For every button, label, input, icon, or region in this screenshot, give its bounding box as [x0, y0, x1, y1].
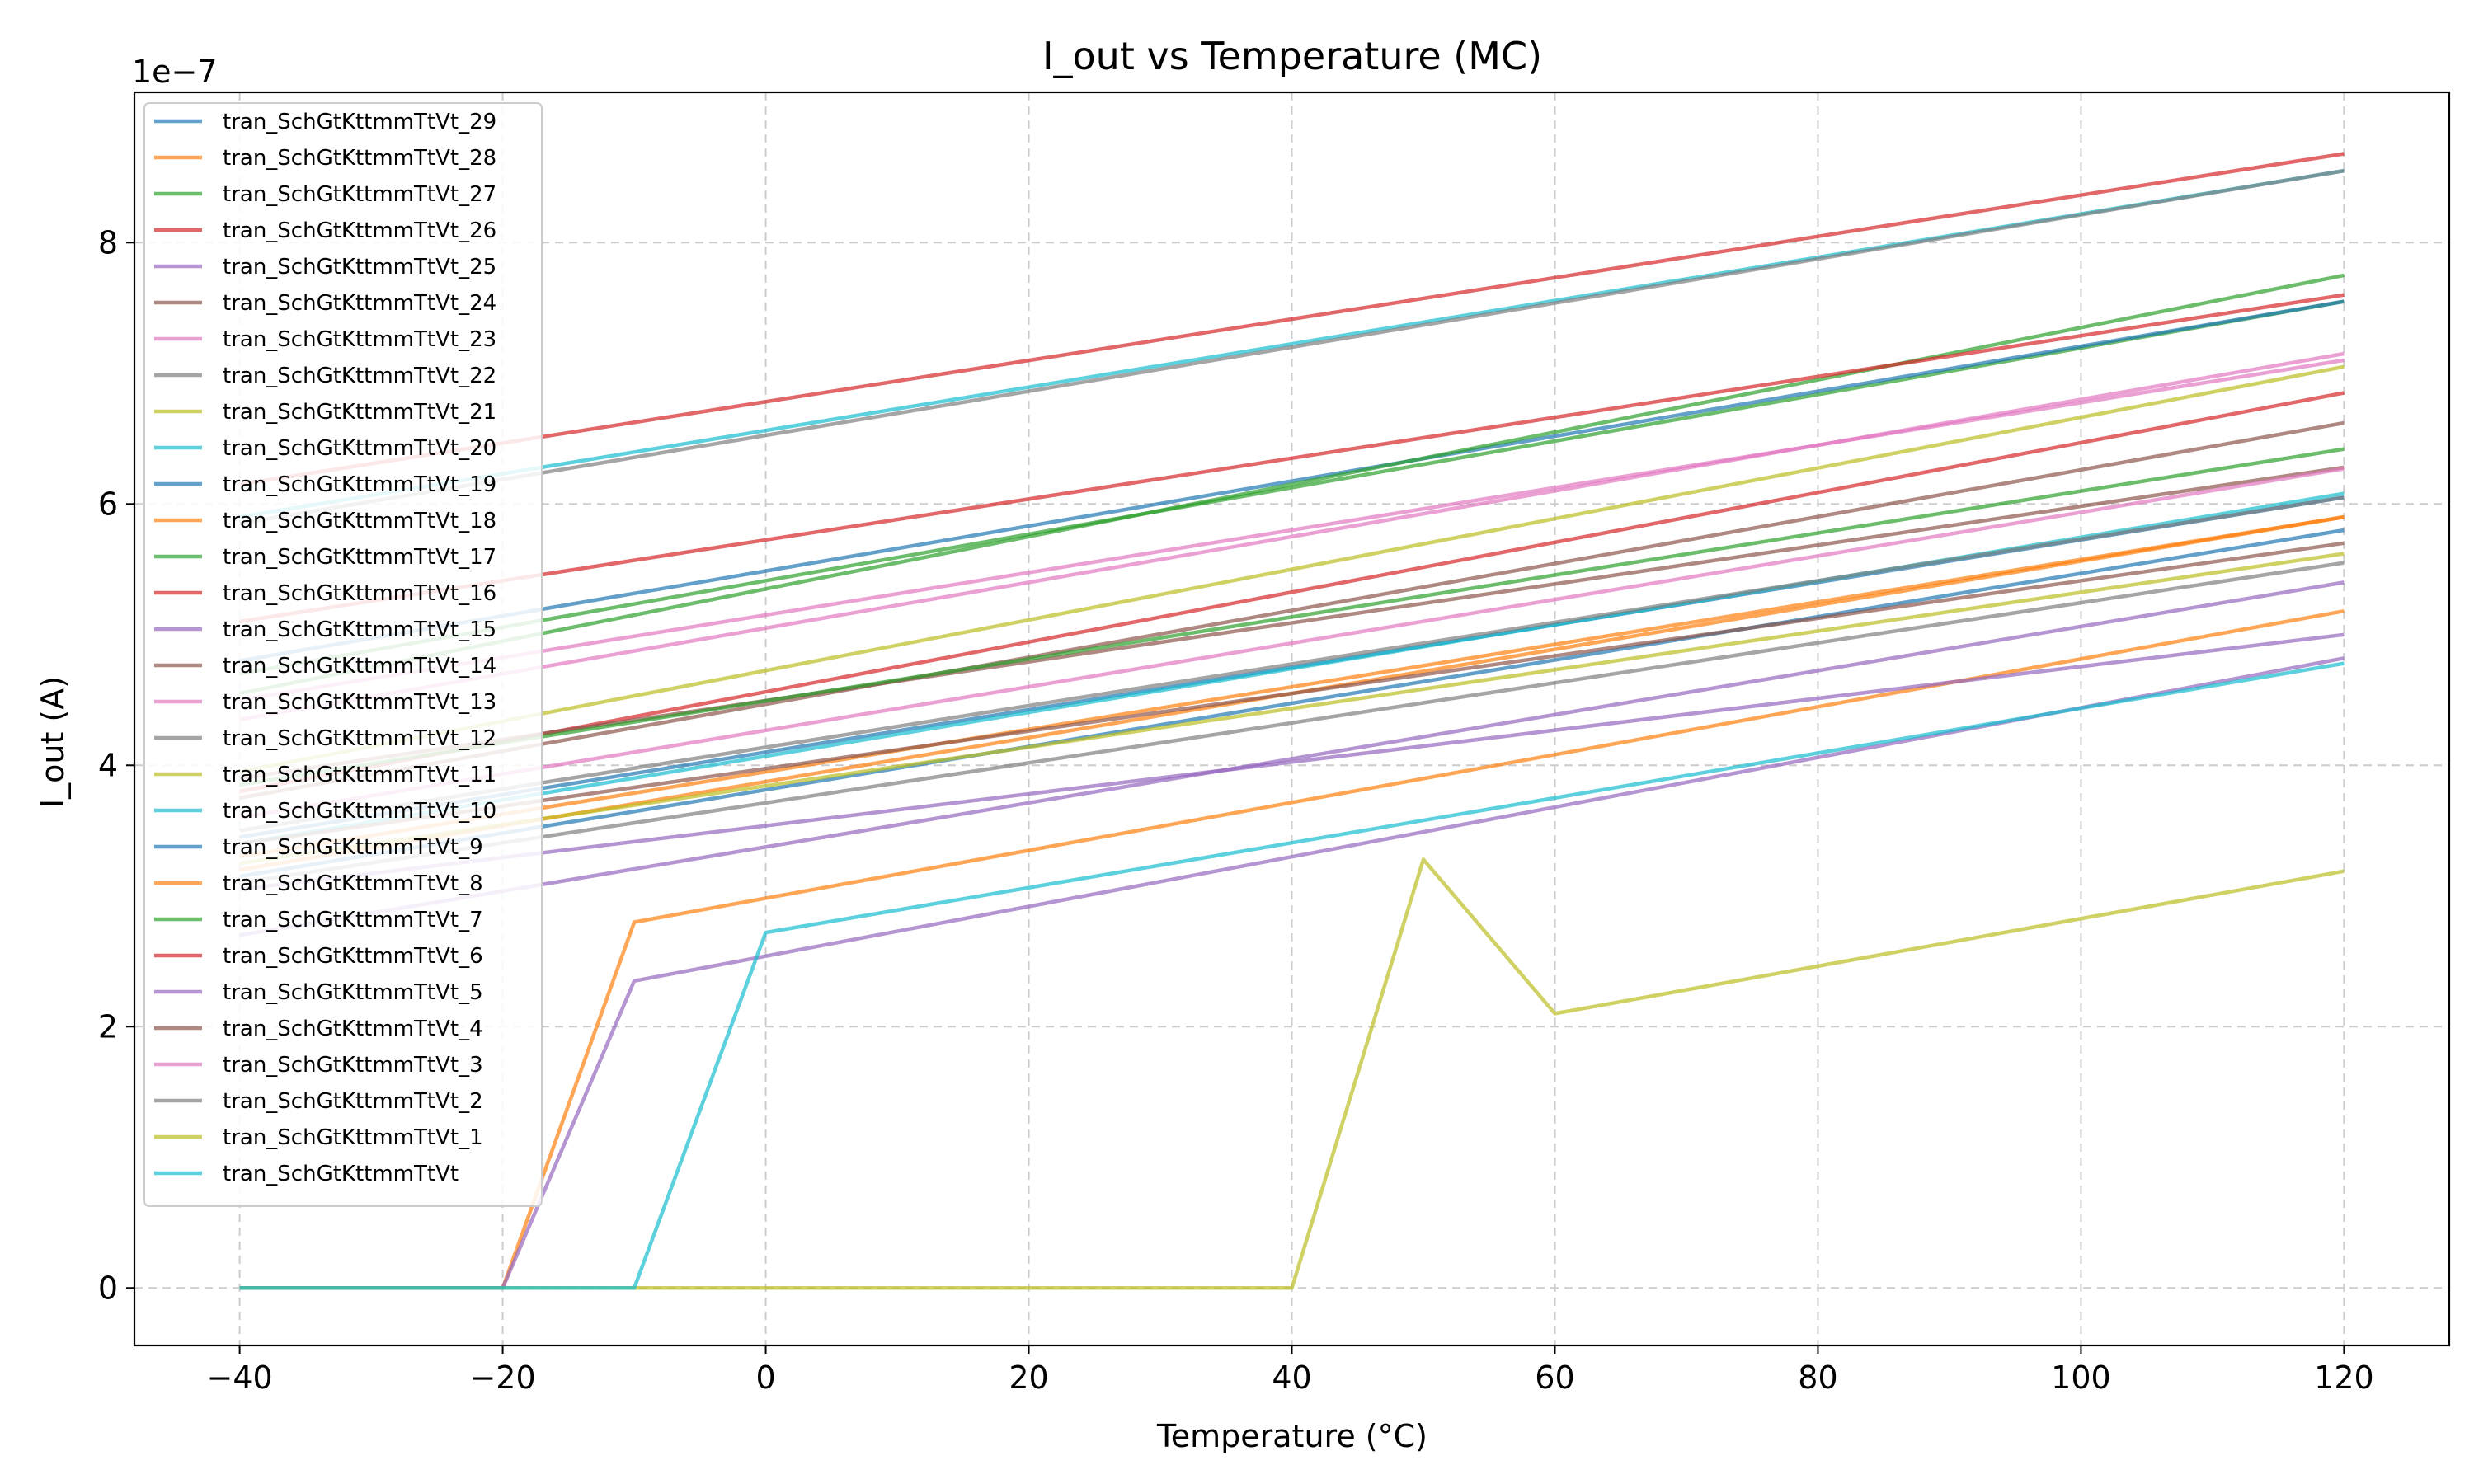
x-tick-label: 120 [2314, 1360, 2374, 1396]
legend-entry: tran_SchGtKttmmTtVt_11 [223, 763, 496, 787]
legend-entry: tran_SchGtKttmmTtVt_20 [223, 436, 496, 461]
x-tick-label: 60 [1535, 1360, 1574, 1396]
x-tick-label: −40 [206, 1360, 272, 1396]
series-line-24 [239, 632, 2345, 892]
series-line-2 [239, 299, 2345, 676]
series-line-15 [239, 465, 2345, 781]
series-line-23 [239, 152, 2345, 486]
series-line-10 [239, 299, 2345, 663]
x-tick-label: 80 [1798, 1360, 1837, 1396]
series-line-13 [239, 293, 2345, 624]
legend-entry: tran_SchGtKttmmTtVt_28 [223, 146, 496, 171]
legend-entry: tran_SchGtKttmmTtVt [223, 1162, 459, 1186]
series-line-25 [239, 541, 2345, 846]
series-line-18 [239, 857, 2345, 1290]
legend: tran_SchGtKttmmTtVt_29 tran_SchGtKttmmTtV… [143, 102, 543, 1207]
legend-entry: tran_SchGtKttmmTtVt_3 [223, 1053, 483, 1078]
series-line-20 [239, 528, 2345, 879]
legend-entry: tran_SchGtKttmmTtVt_17 [223, 545, 496, 570]
legend-box [143, 102, 543, 1207]
y-offset-label: 1e−7 [132, 54, 218, 90]
ticks: −40 −20 0 20 40 60 80 100 120 0 2 4 6 8 [98, 224, 2374, 1396]
legend-entry: tran_SchGtKttmmTtVt_23 [223, 327, 496, 352]
legend-entry: tran_SchGtKttmmTtVt_8 [223, 871, 483, 896]
legend-entry: tran_SchGtKttmmTtVt_10 [223, 799, 496, 824]
y-tick-label: 2 [98, 1008, 118, 1045]
legend-entry: tran_SchGtKttmmTtVt_13 [223, 690, 496, 715]
x-tick-label: 0 [755, 1360, 775, 1396]
legend-entry: tran_SchGtKttmmTtVt_19 [223, 472, 496, 497]
series-line-4 [239, 580, 2345, 937]
series-line-5 [239, 420, 2345, 801]
legend-entry: tran_SchGtKttmmTtVt_16 [223, 581, 496, 606]
series-line-7 [239, 561, 2345, 885]
legend-entry: tran_SchGtKttmmTtVt_18 [223, 509, 496, 533]
y-axis-label: I_out (A) [35, 676, 71, 808]
x-tick-label: 20 [1009, 1360, 1048, 1396]
legend-entry: tran_SchGtKttmmTtVt_25 [223, 255, 496, 279]
series-line-26 [239, 467, 2345, 819]
series-line-28 [239, 552, 2345, 866]
legend-entry: tran_SchGtKttmmTtVt_12 [223, 726, 496, 751]
series-line-27 [239, 495, 2345, 833]
x-tick-label: 40 [1272, 1360, 1311, 1396]
legend-entry: tran_SchGtKttmmTtVt_7 [223, 908, 483, 932]
series-line-16 [239, 358, 2345, 702]
legend-entry: tran_SchGtKttmmTtVt_15 [223, 618, 496, 642]
legend-entry: tran_SchGtKttmmTtVt_24 [223, 291, 496, 316]
legend-entry: tran_SchGtKttmmTtVt_1 [223, 1125, 483, 1150]
legend-entry: tran_SchGtKttmmTtVt_6 [223, 944, 483, 969]
legend-entry: tran_SchGtKttmmTtVt_4 [223, 1017, 483, 1041]
series-line-29 [239, 661, 2345, 1290]
legend-entry: tran_SchGtKttmmTtVt_22 [223, 364, 496, 388]
legend-entry: tran_SchGtKttmmTtVt_27 [223, 182, 496, 207]
legend-entry: tran_SchGtKttmmTtVt_2 [223, 1089, 483, 1114]
legend-entry: tran_SchGtKttmmTtVt_5 [223, 980, 483, 1005]
legend-entry: tran_SchGtKttmmTtVt_14 [223, 654, 496, 679]
x-axis-label: Temperature (°C) [1156, 1418, 1427, 1454]
series-group [239, 152, 2345, 1290]
series-line-22 [239, 447, 2345, 787]
series-line-12 [239, 273, 2345, 696]
series-line-8 [239, 364, 2345, 774]
legend-entry: tran_SchGtKttmmTtVt_29 [223, 110, 496, 134]
x-tick-label: 100 [2051, 1360, 2111, 1396]
chart-title: I_out vs Temperature (MC) [1042, 34, 1542, 78]
legend-entry: tran_SchGtKttmmTtVt_21 [223, 400, 496, 425]
series-line-6 [239, 351, 2345, 722]
x-tick-label: −20 [469, 1360, 535, 1396]
series-line-17 [239, 168, 2345, 526]
series-line-21 [239, 514, 2345, 859]
y-tick-label: 0 [98, 1270, 118, 1306]
y-tick-label: 4 [98, 747, 118, 783]
legend-entry: tran_SchGtKttmmTtVt_9 [223, 835, 483, 860]
y-tick-label: 8 [98, 224, 118, 261]
y-tick-label: 6 [98, 486, 118, 522]
legend-entry: tran_SchGtKttmmTtVt_26 [223, 218, 496, 243]
